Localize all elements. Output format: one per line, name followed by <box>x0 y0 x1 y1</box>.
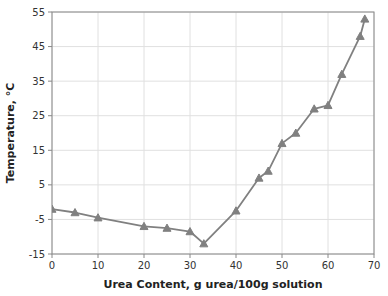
x-tick <box>144 254 145 258</box>
marker <box>278 139 286 146</box>
grid-line-y <box>52 184 374 185</box>
x-tick-label: 20 <box>138 260 151 271</box>
y-tick <box>48 150 52 151</box>
marker <box>71 209 79 216</box>
y-tick <box>48 81 52 82</box>
plot-area <box>52 15 369 247</box>
x-tick-label: 0 <box>49 260 55 271</box>
marker <box>356 32 364 39</box>
grid-line-x <box>282 12 283 254</box>
marker <box>200 240 208 247</box>
y-tick-label: 45 <box>32 41 45 52</box>
y-tick <box>48 12 52 13</box>
y-tick-label: -15 <box>29 249 45 260</box>
x-tick <box>236 254 237 258</box>
x-tick <box>282 254 283 258</box>
y-tick-label: 25 <box>32 110 45 121</box>
marker <box>232 207 240 214</box>
axes: 0 10 20 30 40 50 60 70 -15 -5 5 15 25 35 45 55 <box>29 7 381 272</box>
marker <box>324 101 332 108</box>
grid-line-y <box>52 115 374 116</box>
x-tick <box>374 254 375 258</box>
marker <box>361 15 369 22</box>
line <box>52 19 365 244</box>
y-tick-label: -5 <box>35 214 45 225</box>
marker <box>255 174 263 181</box>
x-tick-label: 70 <box>368 260 381 271</box>
marker <box>292 129 300 136</box>
grid-line-y <box>52 46 374 47</box>
marker <box>52 205 56 212</box>
x-axis-label: Urea Content, g urea/100g solution <box>104 278 323 291</box>
marker <box>140 222 148 229</box>
x-tick-label: 40 <box>230 260 243 271</box>
y-axis-label: Temperature, °C <box>4 83 17 184</box>
x-tick-label: 10 <box>92 260 105 271</box>
y-tick <box>48 115 52 116</box>
x-tick <box>190 254 191 258</box>
y-tick <box>48 184 52 185</box>
y-tick-label: 5 <box>39 179 45 190</box>
grid <box>52 12 374 254</box>
marker <box>163 224 171 231</box>
x-tick-label: 50 <box>276 260 289 271</box>
marker <box>264 167 272 174</box>
grid-line-y <box>52 81 374 82</box>
grid-line-y <box>52 150 374 151</box>
marker <box>94 214 102 221</box>
x-tick-label: 30 <box>184 260 197 271</box>
y-tick-label: 55 <box>32 7 45 18</box>
marker <box>338 70 346 77</box>
chart-container: 0 10 20 30 40 50 60 70 -15 -5 5 15 25 35 45 55 Urea Cont… <box>0 0 388 296</box>
marker <box>310 105 318 112</box>
y-tick-label: 35 <box>32 76 45 87</box>
grid-line-x <box>190 12 191 254</box>
x-tick <box>328 254 329 258</box>
plot-frame <box>52 12 374 254</box>
chart: 0 10 20 30 40 50 60 70 -15 -5 5 15 25 35 45 55 Urea Cont… <box>0 0 388 296</box>
y-tick <box>48 219 52 220</box>
x-tick <box>98 254 99 258</box>
y-tick <box>48 254 52 255</box>
grid-line-x <box>236 12 237 254</box>
marker <box>186 228 194 235</box>
x-tick <box>52 254 53 258</box>
grid-line-x <box>328 12 329 254</box>
y-tick <box>48 46 52 47</box>
y-tick-label: 15 <box>32 145 45 156</box>
x-tick-label: 60 <box>322 260 335 271</box>
grid-line-x <box>144 12 145 254</box>
